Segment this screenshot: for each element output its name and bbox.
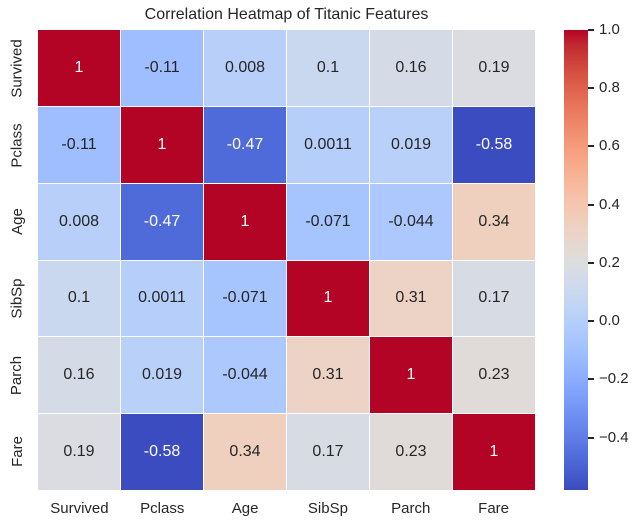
heatmap-cell-parch-pclass: 0.019 bbox=[121, 337, 203, 414]
row-label-text: Pclass bbox=[8, 122, 26, 168]
heatmap-cell-fare-fare: 1 bbox=[453, 414, 535, 490]
colorbar-tick-mark bbox=[588, 320, 594, 323]
colorbar-tick-mark bbox=[588, 378, 594, 381]
heatmap-cell-fare-pclass: -0.58 bbox=[121, 414, 203, 490]
heatmap-cell-pclass-pclass: 1 bbox=[121, 106, 203, 183]
heatmap-cell-age-survived: 0.008 bbox=[38, 183, 120, 260]
x-axis-labels: Survived Pclass Age SibSp Parch Fare bbox=[38, 499, 535, 519]
colorbar-tick-mark bbox=[588, 436, 594, 439]
row-label-text: Survived bbox=[8, 39, 26, 98]
heatmap-cell-sibsp-pclass: 0.0011 bbox=[121, 260, 203, 337]
colorbar-tick-label: −0.2 bbox=[599, 370, 629, 388]
heatmap-cell-sibsp-sibsp: 1 bbox=[287, 260, 369, 337]
y-axis-labels: Survived Pclass Age SibSp Parch Fare bbox=[0, 30, 34, 490]
row-label-parch: Parch bbox=[0, 337, 34, 414]
heatmap-cell-parch-parch: 1 bbox=[370, 337, 452, 414]
col-label-fare: Fare bbox=[478, 500, 509, 517]
heatmap-cell-pclass-age: -0.47 bbox=[204, 106, 286, 183]
heatmap-cell-age-sibsp: -0.071 bbox=[287, 183, 369, 260]
heatmap-cell-fare-survived: 0.19 bbox=[38, 414, 120, 490]
colorbar-tick-mark bbox=[588, 203, 594, 206]
heatmap-cell-survived-fare: 0.19 bbox=[453, 30, 535, 106]
heatmap-cell-fare-parch: 0.23 bbox=[370, 414, 452, 490]
heatmap-cell-age-pclass: -0.47 bbox=[121, 183, 203, 260]
heatmap-cell-parch-sibsp: 0.31 bbox=[287, 337, 369, 414]
row-label-text: SibSp bbox=[8, 278, 26, 319]
row-label-survived: Survived bbox=[0, 30, 34, 107]
heatmap-cell-sibsp-parch: 0.31 bbox=[370, 260, 452, 337]
colorbar-tick-label: 0.2 bbox=[599, 253, 620, 271]
heatmap-cell-parch-fare: 0.23 bbox=[453, 337, 535, 414]
colorbar-tick-mark bbox=[588, 87, 594, 90]
colorbar-tick-mark bbox=[588, 145, 594, 148]
heatmap-cell-sibsp-fare: 0.17 bbox=[453, 260, 535, 337]
col-label-age: Age bbox=[231, 500, 259, 517]
heatmap-cell-age-fare: 0.34 bbox=[453, 183, 535, 260]
heatmap-cell-age-age: 1 bbox=[204, 183, 286, 260]
chart-title: Correlation Heatmap of Titanic Features bbox=[144, 6, 429, 23]
heatmap-cell-pclass-sibsp: 0.0011 bbox=[287, 106, 369, 183]
colorbar-tick-mark bbox=[588, 261, 594, 264]
heatmap-cell-sibsp-survived: 0.1 bbox=[38, 260, 120, 337]
heatmap-cell-survived-age: 0.008 bbox=[204, 30, 286, 106]
colorbar-tick-label: 0.0 bbox=[599, 312, 620, 330]
colorbar bbox=[564, 30, 588, 490]
heatmap-cell-age-parch: -0.044 bbox=[370, 183, 452, 260]
row-label-fare: Fare bbox=[0, 413, 34, 490]
row-label-age: Age bbox=[0, 183, 34, 260]
colorbar-tick-label: 0.8 bbox=[599, 79, 620, 97]
heatmap-cell-fare-sibsp: 0.17 bbox=[287, 414, 369, 490]
heatmap-cell-sibsp-age: -0.071 bbox=[204, 260, 286, 337]
colorbar-tick-label: 0.6 bbox=[599, 137, 620, 155]
heatmap-cell-pclass-survived: -0.11 bbox=[38, 106, 120, 183]
heatmap-cell-parch-survived: 0.16 bbox=[38, 337, 120, 414]
heatmap-cell-survived-sibsp: 0.1 bbox=[287, 30, 369, 106]
heatmap-cell-parch-age: -0.044 bbox=[204, 337, 286, 414]
colorbar-tick-label: 0.4 bbox=[599, 195, 620, 213]
heatmap-cell-pclass-parch: 0.019 bbox=[370, 106, 452, 183]
heatmap-grid: 1 -0.11 0.008 0.1 0.16 0.19 -0.11 1 -0.47 0.0011 0… bbox=[38, 30, 535, 490]
row-label-text: Parch bbox=[8, 355, 26, 395]
row-label-pclass: Pclass bbox=[0, 107, 34, 184]
row-label-text: Fare bbox=[8, 436, 26, 468]
heatmap-cell-fare-age: 0.34 bbox=[204, 414, 286, 490]
col-label-parch: Parch bbox=[391, 500, 431, 517]
col-label-pclass: Pclass bbox=[140, 500, 185, 517]
col-label-sibsp: SibSp bbox=[307, 500, 348, 517]
heatmap-cell-survived-parch: 0.16 bbox=[370, 30, 452, 106]
row-label-text: Age bbox=[8, 208, 26, 236]
heatmap-cell-pclass-fare: -0.58 bbox=[453, 106, 535, 183]
colorbar-tick-label: −0.4 bbox=[599, 428, 629, 446]
heatmap-cell-survived-pclass: -0.11 bbox=[121, 30, 203, 106]
col-label-survived: Survived bbox=[50, 500, 109, 517]
colorbar-tick-label: 1.0 bbox=[599, 21, 620, 38]
heatmap-cell-survived-survived: 1 bbox=[38, 30, 120, 106]
colorbar-tick-mark bbox=[588, 29, 594, 31]
row-label-sibsp: SibSp bbox=[0, 260, 34, 337]
